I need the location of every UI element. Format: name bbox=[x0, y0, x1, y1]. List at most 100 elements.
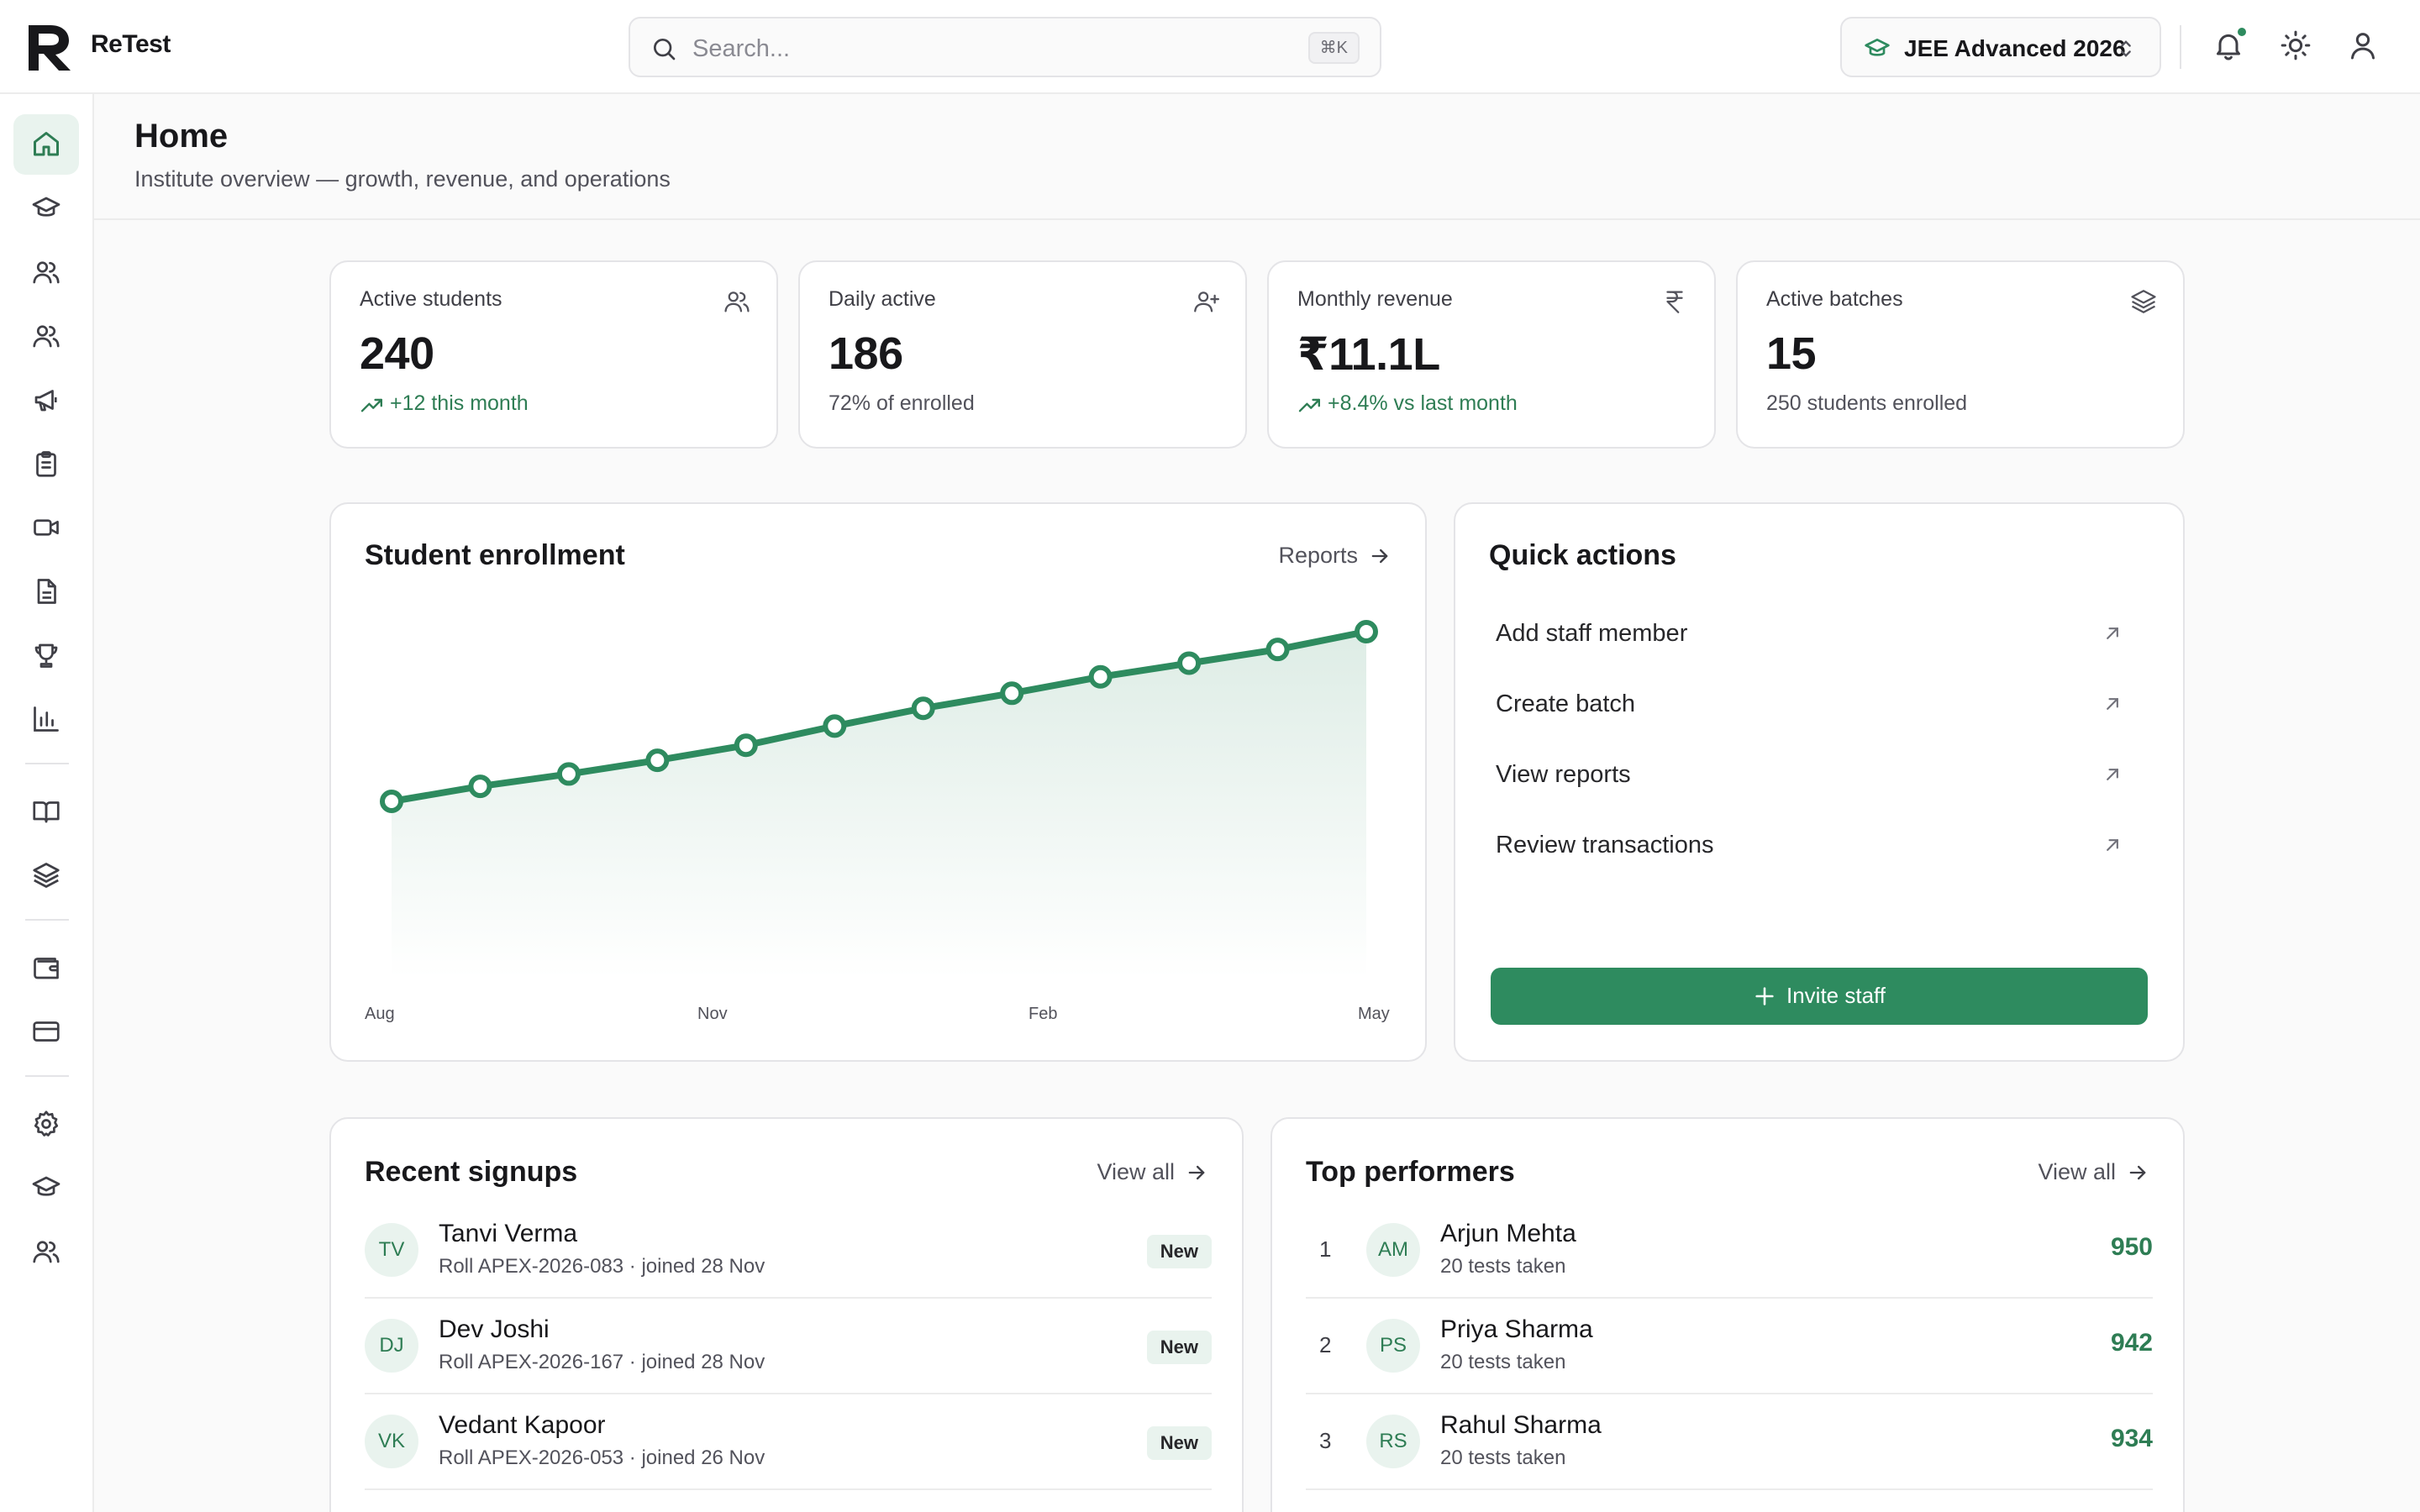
layers-icon bbox=[33, 863, 60, 888]
stat-card-active-students: Active students 240 +12 this month bbox=[329, 260, 778, 449]
stat-card-daily-active: Daily active 186 72% of enrolled bbox=[798, 260, 1247, 449]
performer-rank: 1 bbox=[1319, 1236, 1332, 1262]
notification-dot bbox=[2235, 25, 2249, 39]
quick-action-label: Add staff member bbox=[1496, 620, 1688, 647]
nav-staff[interactable] bbox=[13, 306, 79, 366]
invite-staff-button[interactable]: Invite staff bbox=[1491, 968, 2148, 1025]
quick-action-label: Review transactions bbox=[1496, 832, 1714, 858]
gear-icon bbox=[34, 1110, 59, 1137]
arrow-right-icon bbox=[1371, 549, 1388, 564]
exam-selector-value: JEE Advanced 2026 bbox=[1904, 35, 2126, 61]
nav-leaderboard[interactable] bbox=[13, 625, 79, 685]
trending-up-icon bbox=[360, 398, 382, 412]
chart-point bbox=[823, 714, 847, 738]
plus-icon bbox=[1755, 987, 1774, 1005]
search-input[interactable]: Search... ⌘K bbox=[629, 17, 1381, 77]
nav-payments[interactable] bbox=[13, 1001, 79, 1062]
nav-library[interactable] bbox=[13, 781, 79, 842]
quick-action-review-transactions[interactable]: Review transactions bbox=[1476, 815, 2144, 879]
bell-icon[interactable] bbox=[2212, 29, 2245, 62]
nav-announcements[interactable] bbox=[13, 370, 79, 430]
quick-action-view-reports[interactable]: View reports bbox=[1476, 744, 2144, 808]
enrollment-title: Student enrollment bbox=[365, 539, 625, 571]
nav-courses[interactable] bbox=[13, 178, 79, 239]
page-header: Home Institute overview — growth, revenu… bbox=[94, 94, 2420, 220]
signups-view-all-link[interactable]: View all bbox=[1097, 1159, 1208, 1185]
stat-value: ₹11.1L bbox=[1297, 329, 1440, 380]
home-icon bbox=[34, 132, 59, 156]
search-placeholder: Search... bbox=[692, 35, 791, 62]
performer-name: Rahul Sharma bbox=[1440, 1411, 1602, 1439]
video-icon bbox=[34, 519, 59, 536]
nav-students[interactable] bbox=[13, 242, 79, 302]
page-subtitle: Institute overview — growth, revenue, an… bbox=[134, 166, 671, 192]
nav-documents[interactable] bbox=[13, 561, 79, 622]
enrollment-chart bbox=[380, 620, 1378, 978]
credit-card-icon bbox=[33, 1021, 60, 1042]
app-name: ReTest bbox=[91, 30, 171, 58]
file-text-icon bbox=[37, 579, 56, 604]
nav-academics[interactable] bbox=[13, 1158, 79, 1218]
chart-point bbox=[1355, 620, 1378, 643]
chart-points bbox=[380, 620, 1378, 813]
performer-row[interactable]: 1 AM Arjun Mehta 20 tests taken 950 bbox=[1306, 1203, 2153, 1299]
signup-row[interactable]: TV Tanvi Verma Roll APEX-2026-083 · join… bbox=[365, 1203, 1212, 1299]
top-divider bbox=[2180, 25, 2181, 69]
arrow-up-right-icon bbox=[2107, 839, 2118, 851]
page-title: Home bbox=[134, 118, 229, 155]
nav-separator bbox=[25, 919, 69, 921]
status-badge: New bbox=[1146, 1235, 1212, 1268]
reports-link[interactable]: Reports bbox=[1278, 543, 1392, 569]
signup-row[interactable]: DJ Dev Joshi Roll APEX-2026-167 · joined… bbox=[365, 1299, 1212, 1394]
arrow-up-right-icon bbox=[2107, 698, 2118, 710]
signup-name: Tanvi Verma bbox=[439, 1220, 578, 1247]
performer-score: 950 bbox=[2110, 1233, 2153, 1261]
exam-selector[interactable]: JEE Advanced 2026 bbox=[1840, 17, 2161, 77]
stat-change: +12 this month bbox=[390, 391, 529, 415]
stat-card-monthly-revenue: Monthly revenue ₹11.1L +8.4% vs last mon… bbox=[1267, 260, 1716, 449]
avatar: PS bbox=[1366, 1319, 1420, 1373]
users-icon bbox=[33, 261, 60, 284]
nav-videos[interactable] bbox=[13, 497, 79, 558]
stat-change: 250 students enrolled bbox=[1766, 391, 1968, 415]
performers-view-all-link[interactable]: View all bbox=[2038, 1159, 2149, 1185]
performer-name: Priya Sharma bbox=[1440, 1315, 1593, 1343]
view-all-label: View all bbox=[1097, 1159, 1175, 1184]
signup-meta: Roll APEX-2026-083 · joined 28 Nov bbox=[439, 1255, 765, 1278]
nav-wallet[interactable] bbox=[13, 937, 79, 998]
quick-actions-title: Quick actions bbox=[1489, 539, 1676, 571]
reports-link-label: Reports bbox=[1278, 543, 1358, 568]
recent-signups-card: Recent signups View all TV Tanvi Verma R… bbox=[329, 1117, 1244, 1512]
nav-analytics[interactable] bbox=[13, 689, 79, 749]
user-icon[interactable] bbox=[2346, 29, 2380, 62]
trophy-icon bbox=[34, 643, 58, 668]
x-tick-label: Nov bbox=[697, 1005, 728, 1023]
quick-action-create-batch[interactable]: Create batch bbox=[1476, 674, 2144, 738]
layers-icon bbox=[2131, 290, 2156, 313]
signup-row[interactable]: VK Vedant Kapoor Roll APEX-2026-053 · jo… bbox=[365, 1394, 1212, 1490]
performer-meta: 20 tests taken bbox=[1440, 1255, 1566, 1278]
nav-batches[interactable] bbox=[13, 845, 79, 906]
users-icon bbox=[33, 325, 60, 348]
quick-actions-card: Quick actions Add staff member Create ba… bbox=[1454, 502, 2185, 1062]
chart-point bbox=[468, 774, 492, 799]
status-badge: New bbox=[1146, 1426, 1212, 1460]
nav-tests[interactable] bbox=[13, 433, 79, 494]
chart-point bbox=[911, 696, 935, 721]
x-tick-label: Feb bbox=[1028, 1005, 1058, 1023]
top-performers-title: Top performers bbox=[1306, 1156, 1515, 1188]
stat-change: +8.4% vs last month bbox=[1328, 391, 1518, 415]
view-all-label: View all bbox=[2038, 1159, 2116, 1184]
nav-settings[interactable] bbox=[13, 1094, 79, 1154]
stat-value: 15 bbox=[1766, 328, 1817, 379]
performer-row[interactable]: 3 RS Rahul Sharma 20 tests taken 934 bbox=[1306, 1394, 2153, 1490]
logo-icon[interactable] bbox=[25, 22, 74, 72]
chevron-up-down-icon bbox=[2121, 40, 2131, 57]
nav-team[interactable] bbox=[13, 1221, 79, 1282]
quick-action-add-staff[interactable]: Add staff member bbox=[1476, 603, 2144, 667]
performer-row[interactable]: 2 PS Priya Sharma 20 tests taken 942 bbox=[1306, 1299, 2153, 1394]
sun-icon[interactable] bbox=[2279, 29, 2312, 62]
enrollment-card: Student enrollment Reports Aug Nov Feb M… bbox=[329, 502, 1427, 1062]
rupee-icon bbox=[1666, 291, 1683, 313]
nav-home[interactable] bbox=[13, 114, 79, 175]
